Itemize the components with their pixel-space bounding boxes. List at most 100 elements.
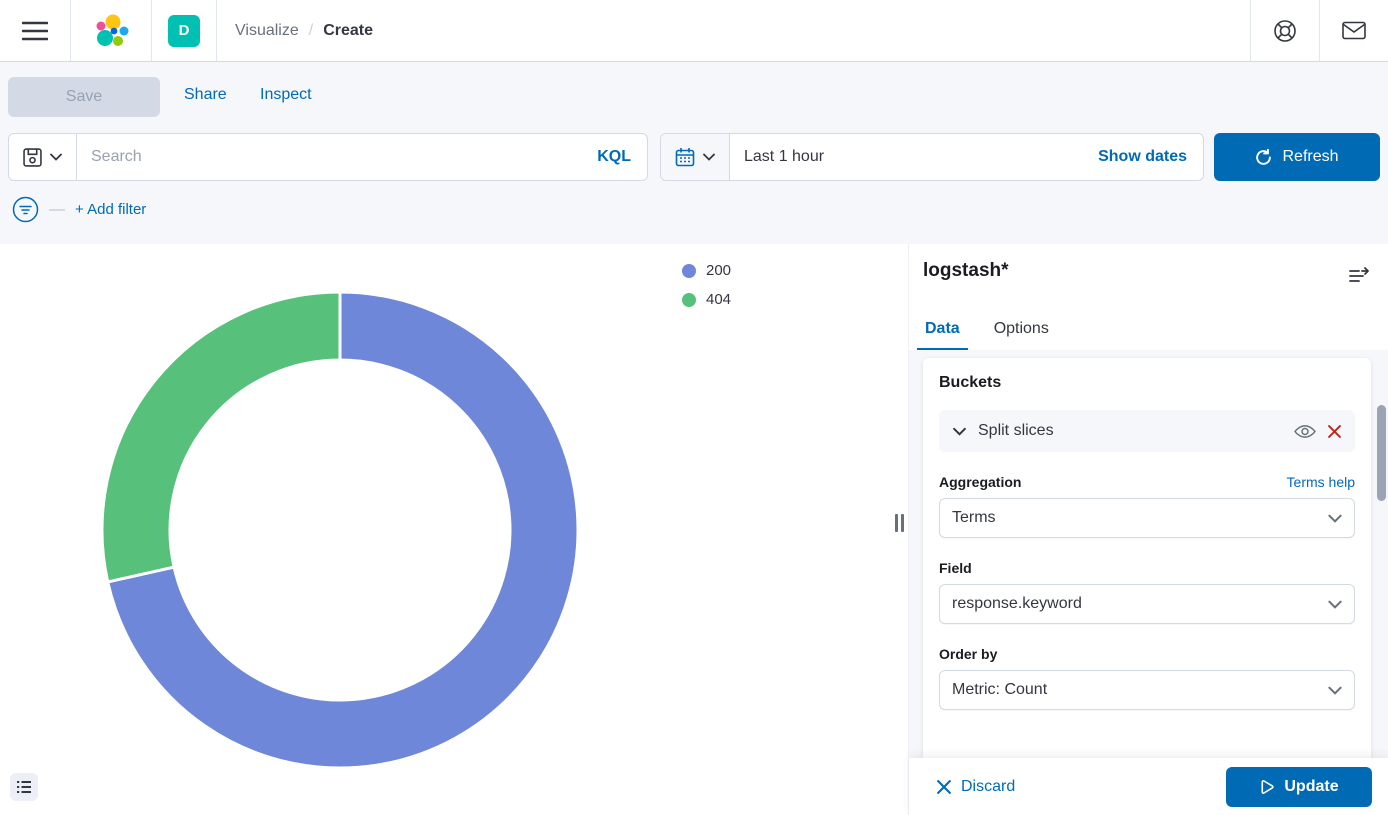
chevron-down-icon (1328, 600, 1342, 609)
search-box: KQL (8, 133, 648, 181)
legend-item-404[interactable]: 404 (682, 291, 731, 308)
order-by-label: Order by (939, 646, 998, 662)
aggregation-select[interactable]: Terms (939, 498, 1355, 538)
space-section: D (152, 0, 216, 61)
date-picker: Last 1 hour Show dates (660, 133, 1204, 181)
donut-chart[interactable] (98, 288, 582, 772)
legend-label: 200 (706, 262, 732, 279)
field-label: Field (939, 560, 972, 576)
play-icon (1261, 779, 1275, 794)
panel-resizer[interactable] (890, 244, 908, 815)
header-divider (70, 0, 71, 61)
list-icon (17, 781, 31, 793)
field-label-row: Field (939, 560, 1355, 576)
inspect-button[interactable]: Inspect (260, 86, 312, 103)
space-avatar[interactable]: D (168, 14, 200, 47)
saved-query-menu-button[interactable] (9, 134, 77, 180)
save-query-icon (23, 147, 42, 167)
query-language-button[interactable]: KQL (597, 148, 631, 165)
update-label: Update (1284, 777, 1339, 795)
save-button[interactable]: Save (8, 77, 160, 117)
tab-options[interactable]: Options (986, 312, 1057, 350)
split-slices-label: Split slices (978, 422, 1054, 439)
logo-section (71, 0, 151, 61)
aggregation-label: Aggregation (939, 474, 1022, 490)
order-by-value: Metric: Count (952, 681, 1048, 698)
hamburger-menu-button[interactable] (16, 14, 54, 48)
panel-tabs: Data Options (917, 312, 1057, 350)
refresh-label: Refresh (1282, 148, 1339, 165)
order-by-label-row: Order by (939, 646, 1355, 662)
elastic-logo-icon (96, 14, 129, 46)
header-divider (216, 0, 217, 61)
top-header: D Visualize / Create (0, 0, 1388, 62)
chart-legend: 200 404 (682, 262, 731, 308)
query-bar: KQL Last 1 hour Show dates (8, 133, 1380, 181)
resizer-handle-icon (894, 514, 904, 532)
legend-item-200[interactable]: 200 (682, 262, 731, 279)
field-value: response.keyword (952, 595, 1082, 612)
visualization-canvas: 200 404 (0, 244, 890, 815)
index-pattern-title: logstash* (923, 260, 1009, 281)
order-by-select[interactable]: Metric: Count (939, 670, 1355, 710)
panel-footer: Discard Update (909, 758, 1388, 815)
legend-toggle-button[interactable] (10, 773, 38, 801)
legend-dot (682, 292, 696, 307)
newsfeed-section (1320, 0, 1388, 61)
legend-dot (682, 263, 696, 278)
search-input[interactable] (77, 134, 582, 180)
terms-help-link[interactable]: Terms help (1286, 474, 1355, 490)
buckets-card: Buckets Split slices Aggregation (923, 358, 1371, 815)
share-button[interactable]: Share (184, 86, 227, 103)
pie-slice-200[interactable] (106, 290, 580, 770)
show-dates-button[interactable]: Show dates (1098, 148, 1187, 165)
hamburger-icon (22, 21, 48, 40)
toolbar-region: Save Share Inspect KQL (0, 62, 1388, 244)
filter-icon[interactable] (12, 196, 39, 223)
help-button[interactable] (1267, 13, 1303, 49)
refresh-icon (1256, 148, 1272, 165)
editor-panel: logstash* Data Options Buckets Spli (908, 244, 1388, 815)
newsfeed-button[interactable] (1336, 15, 1372, 47)
eye-icon[interactable] (1294, 424, 1316, 439)
add-filter-button[interactable]: + Add filter (75, 201, 147, 218)
panel-body: Buckets Split slices Aggregation (909, 350, 1388, 815)
help-section (1251, 0, 1319, 61)
filter-dash (49, 208, 65, 211)
pie-slice-404[interactable] (100, 290, 342, 584)
breadcrumb-create: Create (323, 21, 374, 39)
split-slices-row[interactable]: Split slices (939, 410, 1355, 452)
collapse-panel-button[interactable] (1342, 260, 1376, 292)
quick-select-menu-button[interactable] (661, 134, 730, 180)
nav-menu-section (0, 0, 70, 61)
header-divider (1319, 0, 1320, 61)
legend-label: 404 (706, 291, 732, 308)
breadcrumb: Visualize / Create (217, 22, 1250, 40)
discard-button[interactable]: Discard (937, 778, 1015, 796)
tab-data[interactable]: Data (917, 312, 968, 350)
aggregation-label-row: Aggregation Terms help (939, 474, 1355, 490)
chevron-down-icon (1328, 686, 1342, 695)
filter-bar: + Add filter (12, 196, 146, 223)
elastic-logo-button[interactable] (87, 7, 135, 55)
breadcrumb-separator: / (308, 21, 314, 39)
buckets-heading: Buckets (939, 374, 1002, 391)
aggregation-value: Terms (952, 509, 996, 526)
update-button[interactable]: Update (1226, 766, 1372, 807)
mail-icon (1342, 21, 1366, 39)
remove-bucket-x-icon[interactable] (1328, 424, 1341, 438)
chevron-down-icon (953, 427, 966, 436)
time-range-value[interactable]: Last 1 hour (744, 148, 825, 165)
breadcrumb-visualize[interactable]: Visualize (235, 21, 299, 39)
calendar-icon (675, 148, 695, 167)
field-select[interactable]: response.keyword (939, 584, 1355, 624)
discard-label: Discard (961, 777, 1016, 795)
discard-x-icon (937, 779, 951, 794)
chevron-down-icon (703, 153, 715, 161)
menu-right-icon (1349, 267, 1369, 282)
header-divider (151, 0, 152, 61)
header-divider (1250, 0, 1251, 61)
panel-scrollbar-thumb[interactable] (1377, 405, 1386, 501)
refresh-button[interactable]: Refresh (1214, 133, 1380, 181)
